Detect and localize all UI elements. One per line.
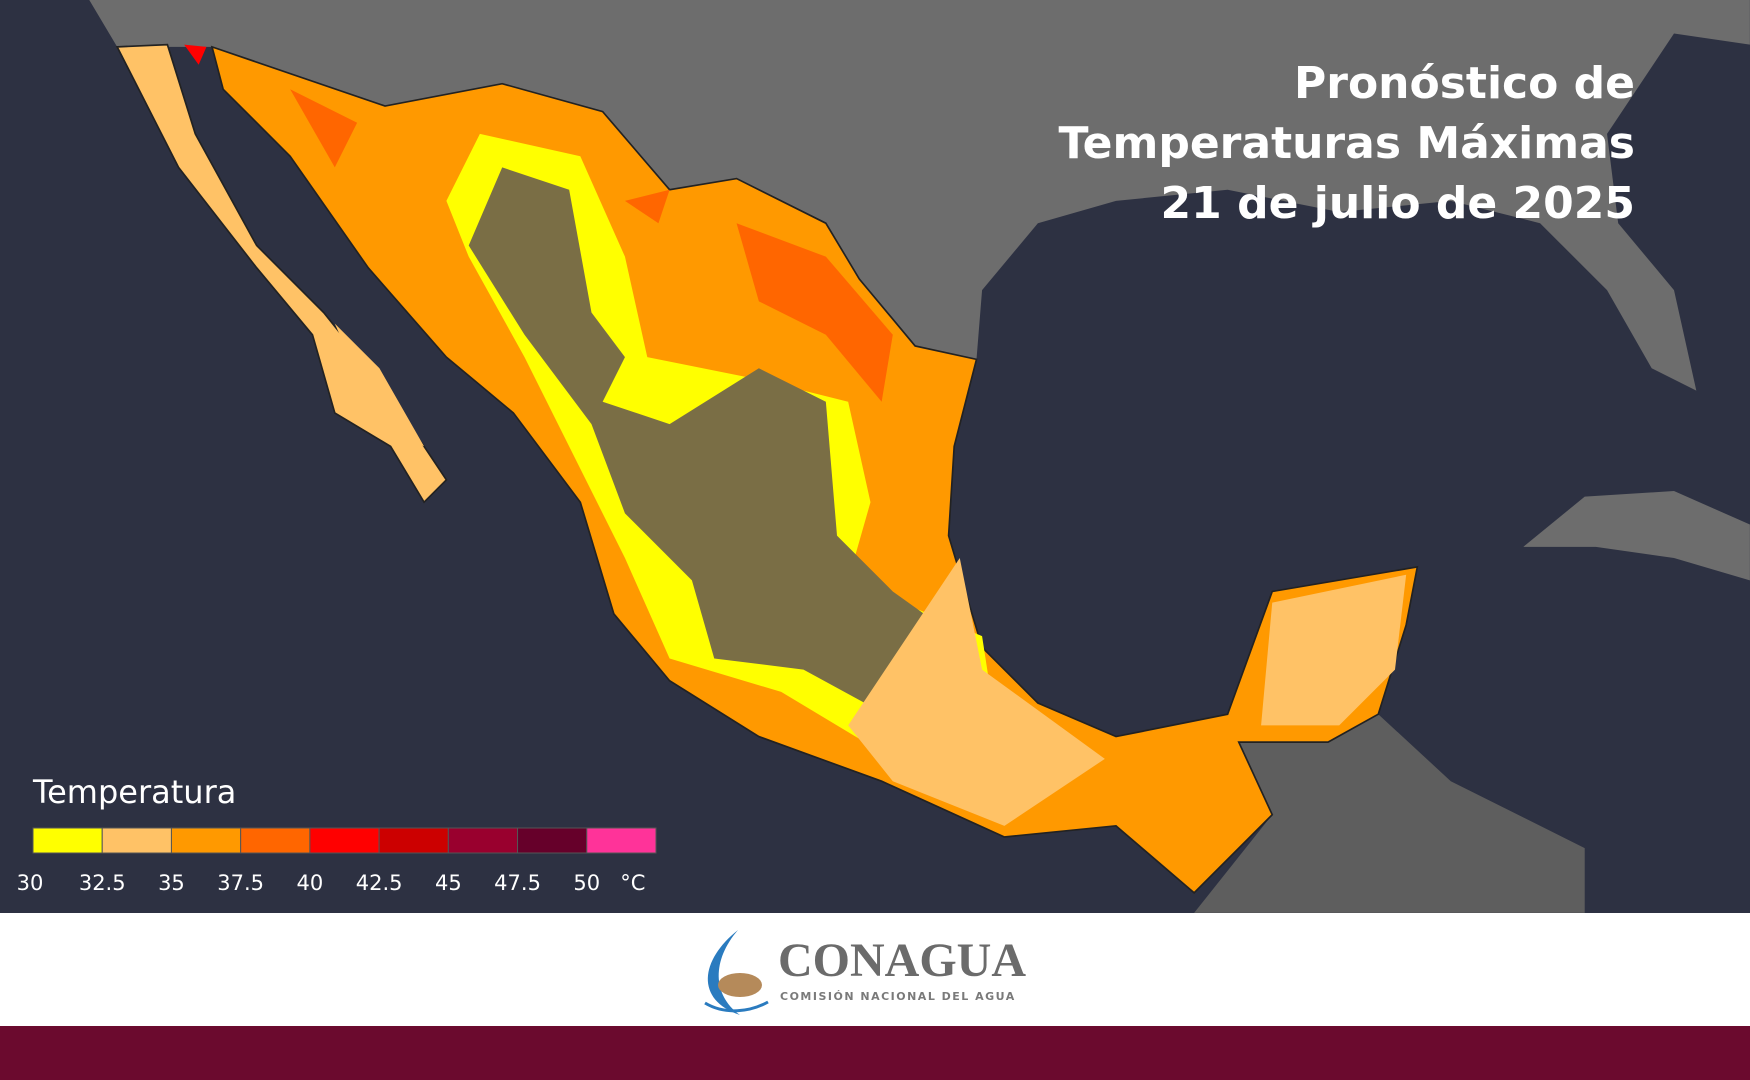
- map: [89, 0, 1750, 913]
- legend-tick-label: 30: [17, 871, 44, 895]
- land-north: [89, 0, 1750, 391]
- legend-tick-label: 47.5: [494, 871, 541, 895]
- title-line: Temperaturas Máximas: [1058, 118, 1635, 169]
- zone-dark-orange: [290, 89, 893, 402]
- zone-plateau: [468, 167, 983, 771]
- zone-red: [184, 44, 207, 65]
- logo-icon: [704, 930, 769, 1015]
- land-central-america: [1194, 714, 1585, 913]
- legend-tick-label: 42.5: [356, 871, 403, 895]
- legend-tick-label: 35: [158, 871, 185, 895]
- legend: 30 32.5 35 37.5 40 42.5 45 47.5 50 °C: [17, 827, 657, 895]
- legend-unit: °C: [620, 871, 645, 895]
- legend-swatch: [378, 827, 449, 854]
- zone-light-orange: [334, 323, 1407, 826]
- title-line: 21 de julio de 2025: [1161, 178, 1635, 229]
- legend-swatch: [447, 827, 519, 854]
- logo-name: CONAGUA: [778, 934, 1026, 987]
- legend-swatch: [170, 827, 242, 854]
- legend-title: Temperatura: [32, 773, 236, 811]
- land-cuba: [1523, 491, 1750, 581]
- legend-swatch: [240, 827, 311, 854]
- legend-tick-label: 37.5: [217, 871, 264, 895]
- legend-tick-label: 50: [573, 871, 600, 895]
- footer-band: [0, 1026, 1750, 1080]
- legend-swatch: [101, 827, 172, 854]
- legend-tick-label: 45: [435, 871, 462, 895]
- legend-swatch: [517, 827, 588, 854]
- legend-swatch: [32, 827, 103, 854]
- legend-swatch: [586, 827, 657, 854]
- title-line: Pronóstico de: [1294, 58, 1635, 109]
- legend-tick-label: 40: [297, 871, 324, 895]
- logo-subtitle: COMISIÓN NACIONAL DEL AGUA: [780, 990, 1016, 1003]
- footer: [0, 913, 1750, 1026]
- legend-swatch: [309, 827, 380, 854]
- legend-tick-label: 32.5: [79, 871, 126, 895]
